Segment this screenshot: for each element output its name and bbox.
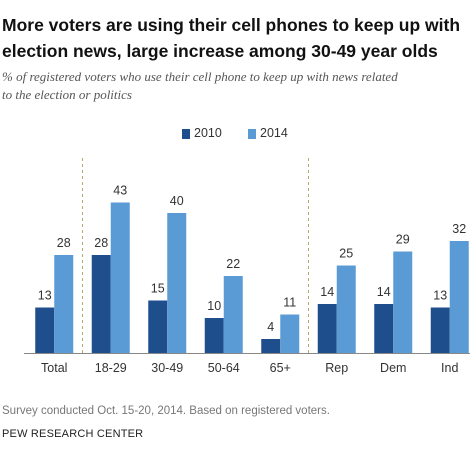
subtitle-line-2: to the election or politics — [2, 87, 132, 102]
x-tick-65+: 65+ — [270, 361, 291, 375]
bar-label-2014-18-29: 43 — [113, 184, 127, 198]
bar-2014-Ind — [449, 241, 469, 353]
bar-label-2014-65+: 11 — [283, 296, 296, 310]
x-tick-30-49: 30-49 — [151, 361, 183, 375]
bar-2010-Ind — [430, 307, 450, 353]
chart-title: More voters are using their cell phones … — [2, 12, 474, 64]
bar-2010-65+ — [261, 339, 281, 353]
bar-2010-18-29 — [91, 255, 111, 353]
x-tick-18-29: 18-29 — [95, 361, 127, 375]
x-tick-Total: Total — [41, 361, 67, 375]
bar-2010-Total — [35, 307, 55, 353]
bar-chart: 13 28 Total 28 43 18-29 15 40 30-49 10 22 50-64 4 11 6… — [24, 158, 470, 375]
bar-label-2014-Total: 28 — [57, 236, 71, 250]
bar-label-2010-65+: 4 — [267, 320, 274, 334]
source-credit: PEW RESEARCH CENTER — [2, 428, 144, 440]
bar-2010-Rep — [317, 304, 337, 353]
legend-label-2010: 2010 — [194, 126, 222, 140]
bar-label-2010-Total: 13 — [38, 289, 52, 303]
x-tick-Rep: Rep — [325, 361, 348, 375]
bar-label-2014-Rep: 25 — [339, 247, 353, 261]
chart-subtitle: % of registered voters who use their cel… — [2, 68, 472, 104]
bar-label-2010-18-29: 28 — [94, 236, 108, 250]
bar-2010-Dem — [374, 304, 394, 353]
subtitle-line-1: % of registered voters who use their cel… — [2, 69, 398, 84]
legend-label-2014: 2014 — [260, 126, 288, 140]
bar-2014-18-29 — [110, 202, 130, 353]
x-tick-50-64: 50-64 — [208, 361, 240, 375]
bar-2014-65+ — [280, 314, 300, 353]
legend-swatch-2014 — [248, 129, 256, 139]
bar-2014-Dem — [393, 251, 413, 353]
title-line-1: More voters are using their cell phones … — [2, 15, 461, 35]
bar-label-2014-Dem: 29 — [396, 233, 410, 247]
bar-2010-30-49 — [148, 300, 168, 353]
bar-label-2014-Ind: 32 — [452, 222, 466, 236]
bar-label-2010-Dem: 14 — [377, 285, 391, 299]
bar-2014-30-49 — [167, 213, 187, 353]
x-tick-Ind: Ind — [441, 361, 458, 375]
bar-2014-Total — [54, 255, 74, 353]
survey-note: Survey conducted Oct. 15-20, 2014. Based… — [2, 405, 330, 417]
title-line-2: election news, large increase among 30-4… — [2, 41, 438, 61]
bar-label-2010-Ind: 13 — [433, 289, 447, 303]
x-tick-Dem: Dem — [380, 361, 406, 375]
bar-2010-50-64 — [204, 318, 224, 353]
bar-label-2010-Rep: 14 — [320, 285, 334, 299]
bar-label-2014-30-49: 40 — [170, 194, 184, 208]
bar-label-2010-50-64: 10 — [207, 299, 221, 313]
legend-swatch-2010 — [182, 129, 190, 139]
bar-2014-50-64 — [223, 276, 243, 353]
bar-2014-Rep — [336, 265, 356, 353]
bar-label-2014-50-64: 22 — [226, 257, 240, 271]
bar-label-2010-30-49: 15 — [151, 282, 165, 296]
